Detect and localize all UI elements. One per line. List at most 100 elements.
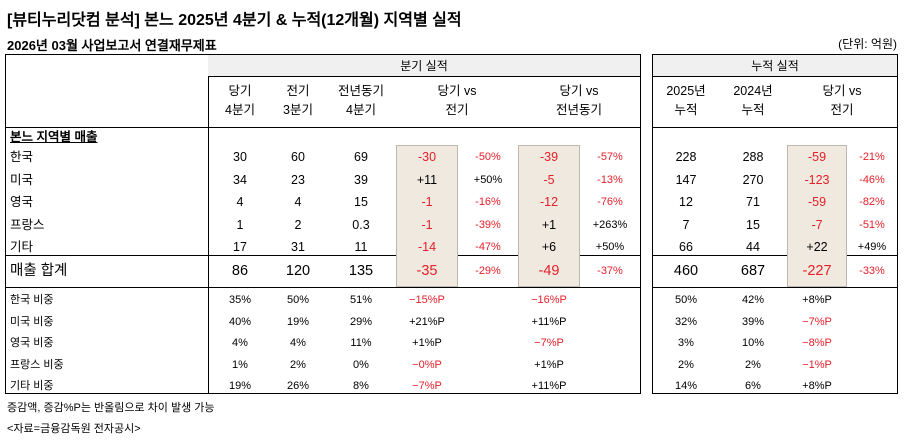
ratio-cur: 4% — [232, 337, 248, 349]
col-header-line1: 전년동기 — [337, 84, 384, 98]
ratio-cum-diff: −8%P — [802, 337, 832, 349]
diff-qoq: -14 — [417, 240, 437, 254]
ratio-cum-cur: 32% — [674, 315, 698, 328]
pct-yoy: -76% — [597, 196, 623, 208]
ratio-cum-prev: 2% — [745, 358, 761, 371]
pct-yoy: +50% — [595, 241, 625, 253]
ratio-prev: 4% — [290, 337, 306, 349]
ratio-prev: 19% — [286, 315, 310, 328]
highlight-column — [518, 145, 580, 287]
ratio-yoy: 0% — [353, 358, 369, 371]
cum-diff: -59 — [807, 195, 827, 209]
pct-qoq: -47% — [475, 241, 501, 253]
total-diff-yoy: -49 — [538, 263, 560, 279]
cum-pct: -82% — [859, 196, 885, 208]
col-header-line2: 4분기 — [346, 103, 376, 117]
value-prev: 31 — [291, 240, 305, 254]
ratio-prev: 50% — [286, 294, 310, 306]
value-yoy: 39 — [354, 172, 368, 187]
pct-qoq: -39% — [475, 218, 501, 231]
cumulative-panel: 누적 실적 2025년 누적 2024년 누적 당기 vs 전기 228 288 -59 -21%… — [652, 54, 898, 394]
col-header-line2: 전기 — [445, 103, 469, 117]
cum-diff: -123 — [804, 172, 830, 187]
value-cur: 4 — [236, 195, 244, 209]
cum-prev: 15 — [746, 217, 760, 232]
col-header-line2: 누적 — [674, 103, 698, 117]
highlight-column — [396, 145, 458, 287]
cum-pct: -51% — [859, 218, 885, 231]
value-cur: 17 — [233, 240, 247, 254]
row-label: 영국 — [10, 195, 34, 209]
highlight-column — [787, 145, 847, 287]
col-header-line1: 2024년 — [733, 84, 773, 98]
cum-pct: -46% — [859, 173, 885, 186]
col-header-line1: 당기 — [228, 84, 252, 98]
ratio-label: 영국 비중 — [10, 337, 54, 349]
value-prev: 2 — [294, 217, 302, 232]
row-label: 기타 — [10, 240, 34, 254]
row-label: 한국 — [10, 150, 34, 164]
pct-qoq: -16% — [475, 196, 501, 208]
total-cum-pct: -33% — [859, 265, 885, 277]
cumulative-header: 누적 실적 — [653, 55, 897, 77]
value-prev: 60 — [291, 150, 305, 164]
total-cum-cur: 460 — [673, 263, 699, 279]
ratio-prev: 26% — [286, 380, 310, 392]
value-prev: 4 — [294, 195, 302, 209]
ratio-yoy: 51% — [349, 294, 373, 306]
col-header-line1: 당기 vs — [437, 84, 477, 98]
pct-yoy: -13% — [597, 173, 623, 186]
ratio-diff-yoy: −7%P — [534, 337, 564, 349]
cum-cur: 147 — [675, 172, 697, 187]
value-cur: 34 — [233, 172, 247, 187]
ratio-cum-prev: 6% — [745, 380, 761, 392]
cum-diff: +22 — [806, 240, 828, 254]
total-pct-qoq: -29% — [475, 265, 501, 277]
cum-prev: 71 — [746, 195, 760, 209]
ratio-diff-qoq: +1%P — [412, 337, 442, 349]
value-yoy: 15 — [354, 195, 368, 209]
col-header-line2: 3분기 — [283, 103, 313, 117]
ratio-cum-prev: 10% — [741, 337, 765, 349]
footnote-source: <자료=금융감독원 전자공시> — [7, 423, 141, 435]
ratio-diff-qoq: +21%P — [409, 315, 445, 328]
cum-diff: -7 — [811, 217, 823, 232]
cum-cur: 12 — [679, 195, 693, 209]
col-header-line1: 전기 — [286, 84, 310, 98]
total-yoy: 135 — [348, 263, 374, 279]
diff-yoy: -5 — [543, 172, 555, 187]
ratio-cur: 40% — [228, 315, 252, 328]
ratio-cum-diff: +8%P — [802, 380, 832, 392]
ratio-diff-yoy: +11%P — [531, 315, 567, 328]
pct-yoy: +263% — [592, 218, 628, 231]
ratio-diff-yoy: −16%P — [531, 294, 567, 306]
ratio-cum-prev: 42% — [741, 294, 765, 306]
ratio-diff-qoq: −15%P — [409, 294, 445, 306]
value-cur: 1 — [236, 217, 244, 232]
cum-diff: -59 — [807, 150, 827, 164]
diff-qoq: -1 — [421, 195, 433, 209]
row-label: 미국 — [10, 172, 34, 187]
diff-yoy: -12 — [539, 195, 559, 209]
ratio-diff-qoq: −7%P — [412, 380, 442, 392]
pct-qoq: +50% — [473, 173, 503, 186]
total-prev: 120 — [285, 263, 311, 279]
col-header-line2: 누적 — [741, 103, 765, 117]
total-pct-yoy: -37% — [597, 265, 623, 277]
section-title: 본느 지역별 매출 — [10, 130, 98, 144]
value-yoy: 11 — [354, 240, 368, 254]
row-label: 프랑스 — [10, 217, 45, 232]
ratio-cur: 19% — [228, 380, 252, 392]
ratio-label: 미국 비중 — [10, 315, 54, 328]
diff-yoy: +1 — [541, 217, 557, 232]
col-header-line1: 당기 vs — [559, 84, 599, 98]
cum-prev: 44 — [746, 240, 760, 254]
total-diff-qoq: -35 — [416, 263, 438, 279]
ratio-label: 프랑스 비중 — [10, 358, 64, 371]
diff-yoy: +6 — [541, 240, 557, 254]
ratio-label: 한국 비중 — [10, 294, 54, 306]
cum-prev: 270 — [742, 172, 764, 187]
cum-cur: 228 — [675, 150, 697, 164]
ratio-yoy: 29% — [349, 315, 373, 328]
cum-pct: +49% — [857, 241, 887, 253]
